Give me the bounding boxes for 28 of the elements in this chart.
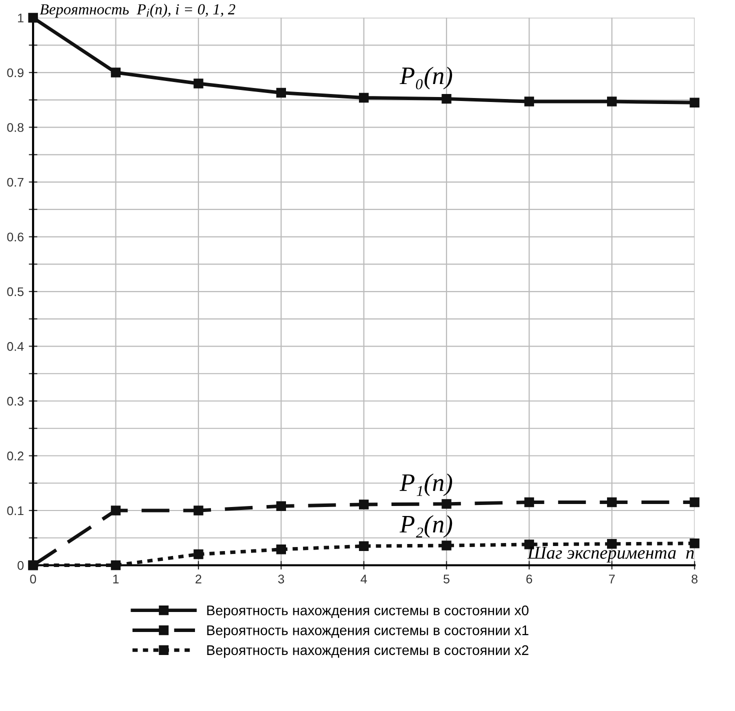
y-axis-title: Вероятность P$_{i}$(n), i = 0, 1, 2	[40, 4, 236, 18]
x-tick-label: 0	[30, 574, 36, 584]
x-tick-label: 2	[196, 574, 202, 584]
annotation: P₁(n)	[400, 473, 452, 496]
x-tick-label: 1	[113, 574, 119, 584]
x-tick-label: 6	[526, 574, 532, 584]
legend-label: Вероятность нахождения системы в состоянии x2	[207, 645, 528, 658]
x-tick-label: 8	[692, 574, 698, 584]
y-tick-label: 0.5	[7, 287, 24, 296]
y-tick-label: 0	[18, 561, 24, 570]
x-tick-label: 4	[360, 574, 367, 584]
legend-label: Вероятность нахождения системы в состоянии x1	[207, 626, 528, 638]
y-tick-label: 0.8	[7, 123, 24, 132]
y-tick-label: 0.2	[7, 452, 24, 460]
annotation: P₀(n)	[400, 66, 452, 90]
x-tick-label: 5	[444, 574, 450, 584]
y-tick-label: 0.1	[7, 506, 24, 516]
annotation: P₂(n)	[400, 515, 452, 538]
y-tick-label: 0.3	[7, 396, 24, 406]
legend-label: Вероятность нахождения системы в состоянии x0	[207, 605, 528, 618]
y-tick-label: 0.9	[7, 68, 24, 78]
x-tick-label: 3	[278, 574, 284, 584]
y-tick-label: 0.6	[7, 232, 24, 242]
x-tick-label: 7	[609, 574, 615, 584]
y-tick-label: 0.4	[7, 342, 24, 351]
y-tick-label: 0.7	[7, 178, 24, 187]
x-axis-title: Шаг эксперимента n	[527, 546, 694, 563]
y-tick-label: 1	[18, 14, 24, 22]
